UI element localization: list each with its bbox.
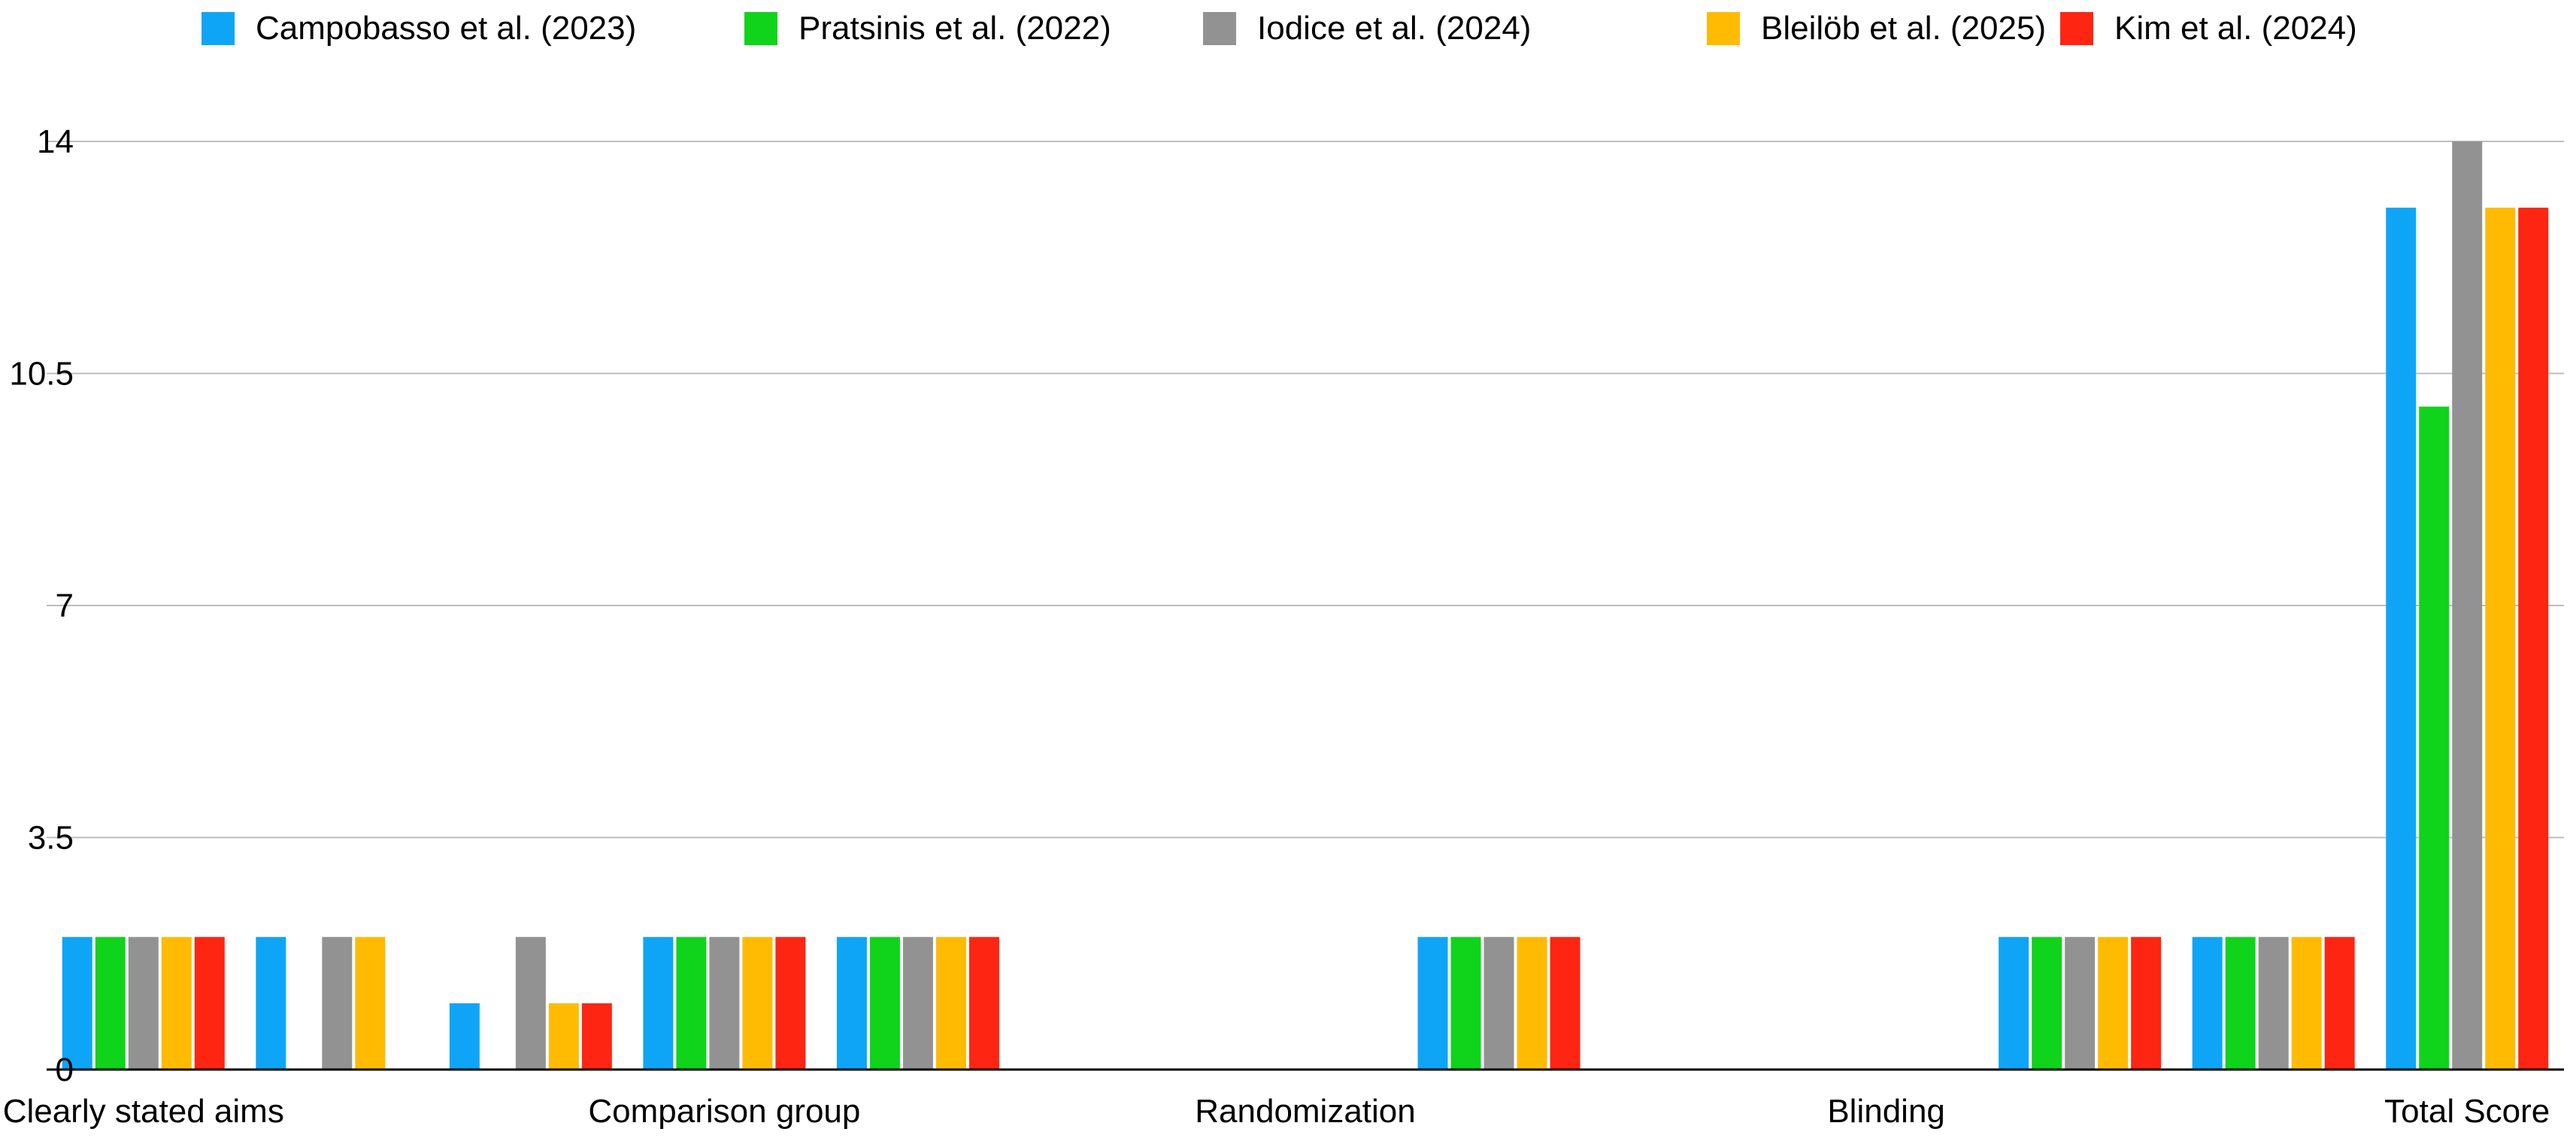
bar [95,936,126,1070]
y-tick-label: 3.5 [28,820,74,857]
x-category-labels: Clearly stated aims Comparison group Rando… [3,1093,2550,1130]
legend-item: Iodice et al. (2024) [1203,9,1531,48]
legend-swatch [1203,12,1236,45]
bar [2131,936,2162,1070]
legend-label: Bleilöb et al. (2025) [1761,10,2047,47]
y-tick-label: 14 [37,123,74,160]
bar [2192,936,2223,1070]
bar [322,936,353,1070]
x-category-label: Total Score [2384,1093,2550,1130]
x-category-label: Clearly stated aims [3,1093,284,1130]
bar [775,936,806,1070]
bar [548,1003,579,1070]
y-tick-labels: 0 3.5 7 10.5 14 [9,123,74,1088]
bar [968,936,999,1070]
bar [515,936,546,1070]
bar [2098,936,2129,1070]
bar [2225,936,2256,1070]
bar [2518,208,2549,1070]
legend-label: Kim et al. (2024) [2114,10,2357,47]
bar [869,936,900,1070]
bar [676,936,707,1070]
bar [2386,208,2417,1070]
bar [2485,208,2516,1070]
bar [1417,936,1448,1070]
y-tick-label: 10.5 [9,356,74,393]
bar [128,936,159,1070]
bar [2258,936,2289,1070]
bar [902,936,933,1070]
bar [742,936,773,1070]
legend-item: Campobasso et al. (2023) [202,9,636,48]
bar [2065,936,2096,1070]
legend-label: Iodice et al. (2024) [1257,10,1532,47]
x-category-label: Comparison group [588,1093,860,1130]
legend-swatch [1707,12,1740,45]
legend-label: Campobasso et al. (2023) [256,10,637,47]
bar [836,936,867,1070]
bar [1483,936,1514,1070]
bar [449,1003,480,1070]
bar [2419,406,2450,1070]
legend-label: Pratsinis et al. (2022) [799,10,1111,47]
y-tick-label: 0 [56,1052,74,1088]
legend-item: Bleilöb et al. (2025) [1707,9,2046,48]
legend-item: Pratsinis et al. (2022) [744,9,1111,48]
legend-item: Kim et al. (2024) [2060,9,2357,48]
bar [161,936,192,1070]
bar [2291,936,2322,1070]
bar [62,936,92,1070]
bar [709,936,740,1070]
y-tick-label: 7 [56,587,74,624]
bar [581,1003,612,1070]
bar [2452,141,2483,1070]
bar [1517,936,1547,1070]
x-category-label: Randomization [1195,1093,1416,1130]
chart-legend: Campobasso et al. (2023) Pratsinis et al.… [0,0,2576,60]
x-category-label: Blinding [1827,1093,1945,1130]
legend-swatch [2060,12,2093,45]
legend-swatch [744,12,777,45]
bar [194,936,225,1070]
bar [2324,936,2355,1070]
bar [1999,936,2029,1070]
bar [355,936,386,1070]
gridlines [47,141,2564,839]
legend-swatch [202,12,235,45]
bar [1450,936,1481,1070]
bar [643,936,674,1070]
bar [935,936,966,1070]
bars [62,141,2549,1070]
bar [256,936,286,1070]
bar [1550,936,1580,1070]
bar [2032,936,2062,1070]
